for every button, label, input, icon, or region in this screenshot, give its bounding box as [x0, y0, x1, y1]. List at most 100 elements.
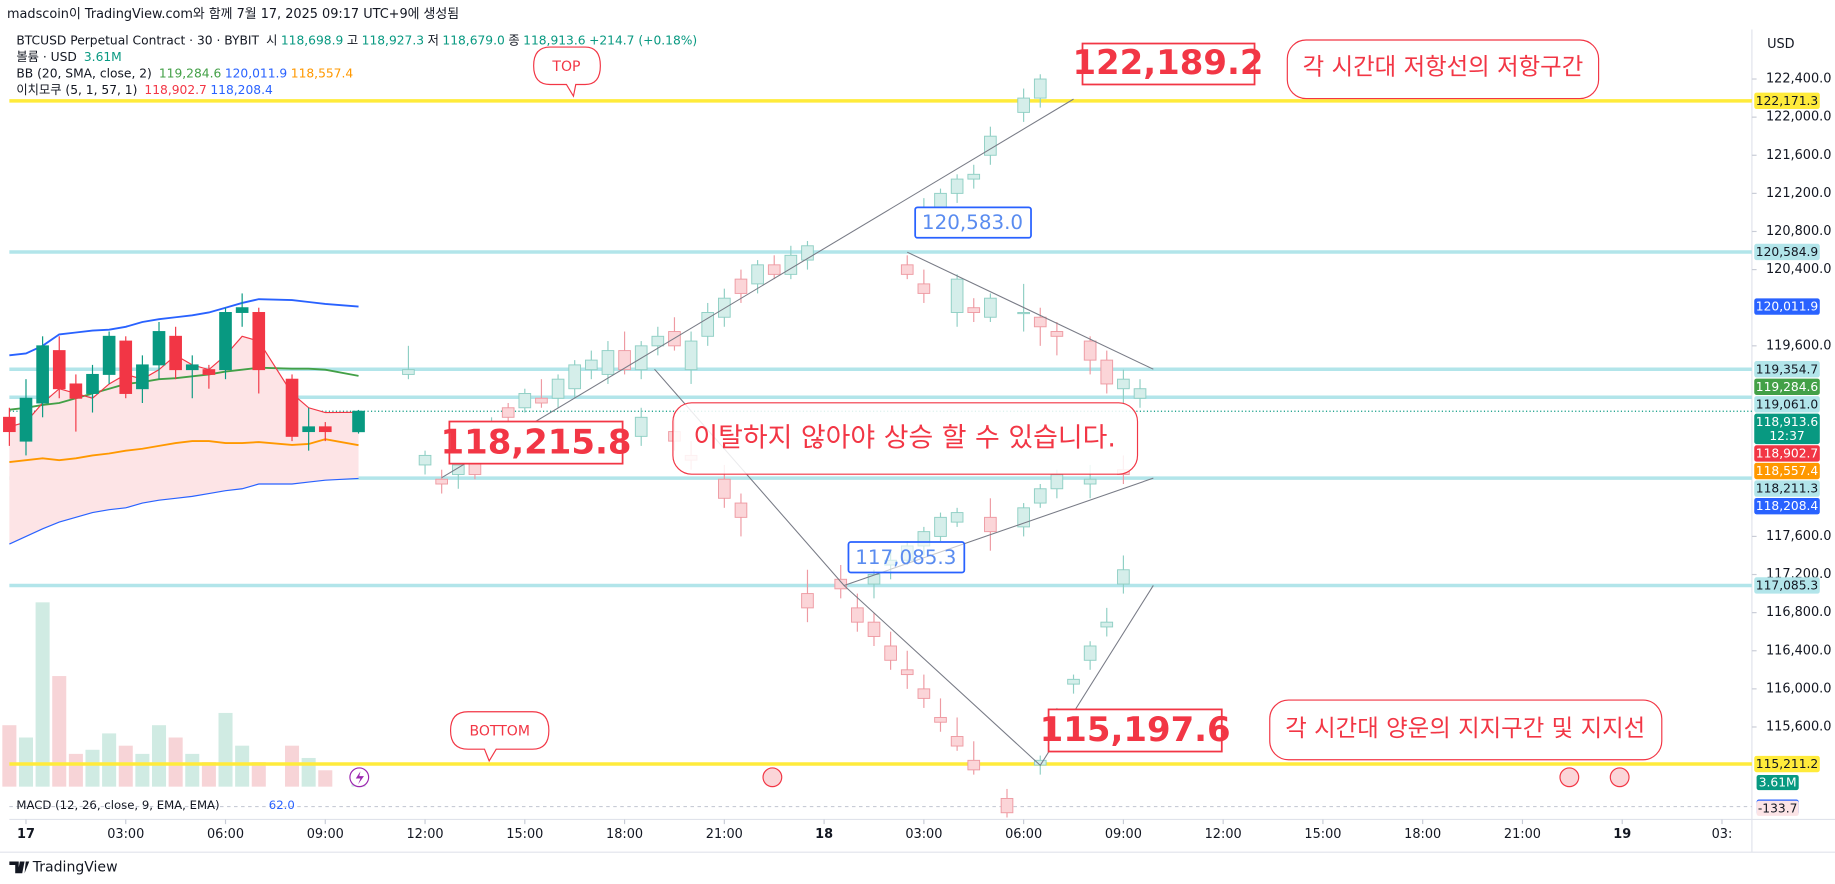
candle-body: [851, 607, 864, 623]
legend-item: BB (20, SMA, close, 2): [16, 66, 151, 80]
y-tick-label: 120,400.0: [1766, 262, 1831, 277]
legend-item: 118,927.3: [362, 34, 424, 48]
candle-body: [1117, 569, 1130, 585]
legend-item: 119,284.6: [159, 66, 222, 80]
price-badge-label: 118,913.6: [1756, 415, 1819, 429]
candle-body: [917, 688, 931, 699]
price-badge-label: 117,085.3: [1756, 579, 1818, 593]
candle-body: [950, 278, 964, 313]
legend-item: 종: [508, 34, 519, 48]
trend-line: [907, 251, 1154, 370]
volume-bar: [151, 725, 167, 787]
volume-bar: [235, 745, 250, 787]
x-tick-label: 18: [815, 827, 833, 842]
candle-body: [1017, 97, 1030, 113]
event-icon: [1559, 767, 1580, 788]
price-badge-label: 122,171.3: [1756, 94, 1818, 108]
y-tick-label: 121,600.0: [1766, 148, 1831, 163]
price-badge: [1754, 755, 1820, 773]
bubble: [1269, 699, 1663, 761]
candle-body: [1033, 78, 1047, 99]
candle-body: [1083, 645, 1097, 661]
event-icons: [349, 767, 1630, 788]
candle-body: [967, 759, 981, 771]
candle-body: [618, 350, 631, 371]
candle-body: [418, 454, 432, 466]
legend-item: 저: [428, 34, 439, 48]
candle-body: [801, 593, 814, 609]
x-tick-label: 21:00: [1504, 827, 1541, 842]
callout-text: 115,197.6: [1040, 711, 1231, 750]
x-tick-label: 06:00: [207, 827, 244, 842]
candle-body: [435, 478, 448, 485]
price-badge-label: 119,061.0: [1756, 397, 1818, 411]
candle-body: [1017, 312, 1030, 315]
candle-body: [684, 340, 698, 371]
macd-value: 62.0: [269, 798, 295, 812]
price-badge: [1754, 413, 1820, 445]
volume-bar: [301, 757, 316, 787]
legend-item: 118,913.6: [523, 34, 586, 48]
price-badge: [1754, 361, 1820, 378]
candle-body: [1083, 340, 1097, 361]
x-tick-label: 09:00: [1105, 827, 1142, 842]
candle-body: [1100, 621, 1114, 628]
candle-body: [518, 393, 532, 409]
candle-body: [984, 135, 997, 156]
price-badge-label: 118,557.4: [1756, 464, 1819, 478]
volume-bar: [2, 725, 17, 787]
candle-body: [1117, 378, 1130, 390]
callout-box: [1081, 42, 1256, 86]
volume-bar: [68, 753, 83, 787]
candle-body: [1050, 474, 1064, 490]
x-tick-label: 03:00: [107, 827, 144, 842]
price-badge: [1754, 298, 1820, 315]
y-tick-label: 116,400.0: [1766, 643, 1831, 658]
brand: TradingView: [32, 859, 118, 875]
candle-body: [1033, 488, 1047, 504]
candle-body: [934, 516, 947, 537]
candle-body: [767, 264, 781, 275]
candle-body: [801, 245, 814, 261]
annotation: 122,189.2 118,215.8 115,197.6 120,583.0 …: [440, 39, 1663, 763]
candle-body: [900, 264, 914, 275]
bubble-text: BOTTOM: [469, 724, 529, 740]
event-icon: [355, 771, 364, 785]
candle-body: [984, 297, 997, 318]
candle-body: [302, 426, 315, 433]
price-badge: [1754, 480, 1820, 497]
x-tick-label: 09:00: [307, 827, 344, 842]
price-badge: [1754, 243, 1820, 261]
pane-badge: [1756, 774, 1799, 791]
y-tick-label: 122,000.0: [1766, 110, 1831, 125]
candle-body: [285, 378, 299, 437]
volume-bar: [85, 749, 100, 787]
candle-body: [950, 736, 964, 747]
candle-body: [352, 410, 365, 433]
y-tick-label: 120,800.0: [1766, 224, 1831, 239]
indicator-line: [9, 438, 359, 464]
candle-body: [967, 307, 981, 313]
y-tick-label: 119,600.0: [1766, 338, 1831, 353]
volume-bar: [18, 737, 34, 787]
y-tick-label: 116,800.0: [1766, 605, 1831, 620]
candle-body: [950, 512, 964, 523]
candle-body: [634, 416, 648, 437]
candle-body: [884, 645, 897, 661]
candle-body: [235, 307, 249, 313]
indicator-line: [9, 477, 359, 545]
legend-item: 118,557.4: [291, 66, 354, 80]
x-tick-label: 15:00: [506, 827, 543, 842]
price-badge: [1754, 462, 1820, 480]
candle-body: [451, 464, 465, 475]
volume-bar: [135, 753, 150, 787]
candle-body: [950, 178, 964, 194]
candle-body: [119, 340, 133, 394]
x-tick-label: 12:00: [1205, 827, 1242, 842]
candle-body: [19, 397, 33, 442]
candle-body: [568, 364, 582, 390]
x-tick-label: 15:00: [1304, 827, 1341, 842]
candle-body: [501, 407, 515, 418]
candle-body: [52, 350, 66, 390]
price-badge-label: 119,354.7: [1756, 362, 1818, 376]
